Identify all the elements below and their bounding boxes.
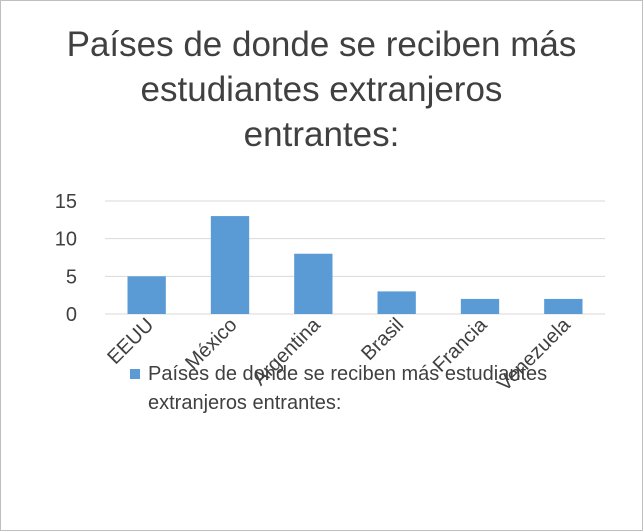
bar	[210, 216, 250, 314]
legend-swatch	[130, 369, 140, 379]
bar	[377, 291, 416, 314]
legend-label: Países de donde se reciben más estudiant…	[148, 363, 548, 414]
legend: Países de donde se reciben más estudiant…	[130, 360, 610, 418]
bar	[127, 276, 166, 314]
chart-title: Países de donde se reciben más estudiant…	[66, 25, 577, 154]
x-tick-label: Brasil	[357, 314, 408, 365]
y-tick-label: 15	[55, 191, 77, 213]
bar	[544, 298, 583, 314]
bar	[460, 298, 500, 314]
y-tick-label: 0	[66, 304, 77, 326]
y-tick-label: 10	[55, 229, 77, 251]
y-tick-label: 5	[66, 266, 77, 288]
bar	[294, 253, 333, 314]
